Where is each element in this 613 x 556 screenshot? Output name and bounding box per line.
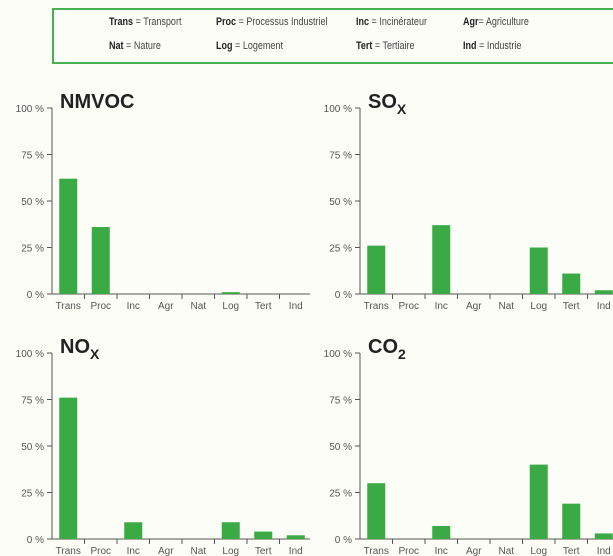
x-tick-label: Tert xyxy=(255,301,272,312)
y-tick-label: 25 % xyxy=(21,489,44,500)
chart-nmvoc: NMVOC 0 % 25 % 50 % 75 % 100 % Trans Proc Inc Agr… xyxy=(16,91,310,312)
chart-title: SOX xyxy=(368,91,407,117)
x-tick-label: Nat xyxy=(498,301,514,312)
bar-sox-inc xyxy=(432,225,451,294)
x-tick-label: Agr xyxy=(466,546,482,556)
y-tick-label: 100 % xyxy=(324,349,352,360)
y-tick-label: 50 % xyxy=(21,197,44,208)
legend-item-inc: Inc = Incinérateur xyxy=(356,16,427,28)
bar-sox-trans xyxy=(367,245,386,294)
chart-title-subscript: X xyxy=(90,346,100,362)
x-tick-label: Trans xyxy=(56,546,81,556)
y-tick-label: 25 % xyxy=(329,489,352,500)
bar-co2-trans xyxy=(367,483,386,539)
bar-co2-inc xyxy=(432,525,451,539)
bar-nox-trans xyxy=(59,397,78,539)
y-tick-label: 75 % xyxy=(21,151,44,162)
bar-nmvoc-trans xyxy=(59,178,78,294)
y-tick-label: 50 % xyxy=(329,197,352,208)
chart-co2: CO2 0 % 25 % 50 % 75 % 100 % Trans Proc Inc Agr Na… xyxy=(324,336,613,556)
chart-title: NOX xyxy=(60,336,100,362)
y-tick-label: 75 % xyxy=(21,396,44,407)
x-tick-label: Tert xyxy=(255,546,272,556)
x-tick-label: Proc xyxy=(90,546,111,556)
y-tick-label: 100 % xyxy=(324,104,352,115)
chart-title-subscript: X xyxy=(397,101,407,117)
legend-item-tert: Tert = Tertiaire xyxy=(356,40,415,52)
bar-co2-ind xyxy=(594,533,613,539)
x-tick-label: Ind xyxy=(289,546,303,556)
x-tick-label: Nat xyxy=(190,301,206,312)
x-tick-label: Proc xyxy=(398,301,419,312)
bar-sox-ind xyxy=(594,290,613,294)
legend-item-trans: Trans = Transport xyxy=(109,16,182,28)
x-tick-label: Agr xyxy=(158,546,174,556)
x-tick-label: Trans xyxy=(56,301,81,312)
chart-sox: SOX 0 % 25 % 50 % 75 % 100 % Trans Proc Inc Agr Na… xyxy=(324,91,613,312)
x-tick-label: Ind xyxy=(597,301,611,312)
y-tick-label: 100 % xyxy=(16,349,44,360)
legend-item-agr: Agr= Agriculture xyxy=(463,16,529,28)
x-tick-label: Inc xyxy=(435,301,448,312)
y-tick-label: 0 % xyxy=(335,535,352,546)
y-tick-label: 50 % xyxy=(21,442,44,453)
bar-co2-log xyxy=(529,464,548,539)
x-tick-label: Ind xyxy=(289,301,303,312)
x-tick-label: Agr xyxy=(466,301,482,312)
x-tick-label: Nat xyxy=(190,546,206,556)
x-tick-label: Tert xyxy=(563,301,580,312)
x-tick-label: Agr xyxy=(158,301,174,312)
bar-nmvoc-log xyxy=(221,292,240,294)
bar-nmvoc-proc xyxy=(91,227,110,294)
x-tick-label: Trans xyxy=(364,301,389,312)
bar-sox-log xyxy=(529,247,548,294)
x-tick-label: Trans xyxy=(364,546,389,556)
x-tick-label: Inc xyxy=(435,546,448,556)
bar-nox-ind xyxy=(286,535,305,539)
x-tick-label: Log xyxy=(222,546,239,556)
y-tick-label: 0 % xyxy=(27,535,44,546)
x-tick-label: Log xyxy=(530,546,547,556)
x-tick-label: Log xyxy=(530,301,547,312)
x-tick-label: Tert xyxy=(563,546,580,556)
y-tick-label: 25 % xyxy=(21,244,44,255)
y-tick-label: 50 % xyxy=(329,442,352,453)
x-tick-label: Proc xyxy=(90,301,111,312)
y-tick-label: 0 % xyxy=(27,290,44,301)
bar-sox-tert xyxy=(562,273,581,294)
x-tick-label: Ind xyxy=(597,546,611,556)
bar-nox-log xyxy=(221,522,240,539)
bar-nox-tert xyxy=(254,531,273,539)
y-tick-label: 25 % xyxy=(329,244,352,255)
legend-item-ind: Ind = Industrie xyxy=(463,40,522,52)
legend-item-nat: Nat = Nature xyxy=(109,40,161,52)
x-tick-label: Inc xyxy=(127,301,140,312)
y-tick-label: 0 % xyxy=(335,290,352,301)
chart-title: NMVOC xyxy=(60,91,134,113)
chart-title-subscript: 2 xyxy=(398,346,406,362)
bar-co2-tert xyxy=(562,503,581,539)
x-tick-label: Log xyxy=(222,301,239,312)
y-tick-label: 75 % xyxy=(329,396,352,407)
x-tick-label: Nat xyxy=(498,546,514,556)
y-tick-label: 100 % xyxy=(16,104,44,115)
chart-nox: NOX 0 % 25 % 50 % 75 % 100 % Trans Proc Inc Agr Na… xyxy=(16,336,310,556)
legend-item-log: Log = Logement xyxy=(216,40,283,52)
chart-title: CO2 xyxy=(368,336,406,362)
legend-item-proc: Proc = Processus Industriel xyxy=(216,16,328,28)
bar-nox-inc xyxy=(124,522,143,539)
x-tick-label: Inc xyxy=(127,546,140,556)
legend-box: Trans = Transport Proc = Processus Indus… xyxy=(52,8,613,64)
x-tick-label: Proc xyxy=(398,546,419,556)
y-tick-label: 75 % xyxy=(329,151,352,162)
